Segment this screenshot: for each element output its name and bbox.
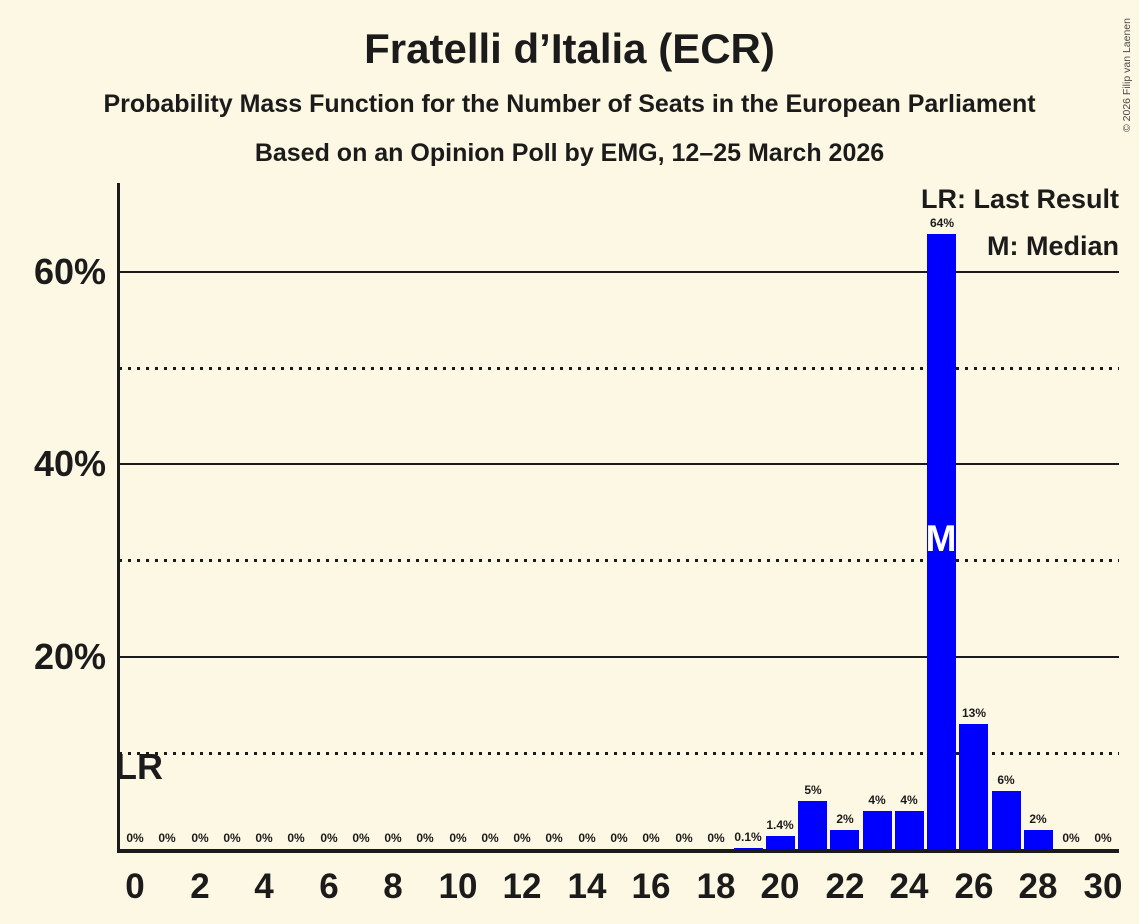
y-axis-label-20pct: 20%	[33, 636, 106, 677]
chart-title: Fratelli d’Italia (ECR)	[364, 25, 775, 72]
bar-value-label-seat-12: 0%	[513, 831, 531, 845]
gridline-20pct	[119, 656, 1119, 658]
x-axis-label-24: 24	[889, 867, 929, 906]
median-marker: M	[925, 518, 957, 559]
bar-seat-25	[927, 234, 956, 849]
x-axis-label-6: 6	[319, 867, 339, 906]
x-axis-label-16: 16	[631, 867, 671, 906]
bar-seat-20	[766, 836, 795, 849]
bar-value-label-seat-24: 4%	[900, 793, 918, 807]
bar-value-label-seat-6: 0%	[320, 831, 338, 845]
chart-subtitle: Probability Mass Function for the Number…	[103, 90, 1036, 118]
x-axis-label-18: 18	[696, 867, 736, 906]
y-axis-label-40pct: 40%	[33, 443, 106, 484]
x-axis-label-22: 22	[825, 867, 865, 906]
gridline-40pct	[119, 463, 1119, 465]
bar-value-label-seat-30: 0%	[1094, 831, 1112, 845]
bar-seat-23	[863, 811, 892, 849]
bar-value-label-seat-7: 0%	[352, 831, 370, 845]
gridline-dotted-50pct	[119, 367, 1119, 370]
bar-value-label-seat-11: 0%	[481, 831, 499, 845]
bar-value-label-seat-8: 0%	[384, 831, 402, 845]
x-axis-line	[117, 849, 1119, 853]
poll-info: Based on an Opinion Poll by EMG, 12–25 M…	[254, 139, 885, 167]
bar-value-label-seat-3: 0%	[223, 831, 241, 845]
bar-value-label-seat-1: 0%	[158, 831, 176, 845]
x-axis-label-20: 20	[760, 867, 800, 906]
bar-seat-28	[1024, 830, 1053, 849]
x-axis-label-2: 2	[190, 867, 210, 906]
gridline-60pct	[119, 271, 1119, 273]
x-axis-label-4: 4	[254, 867, 274, 906]
bar-value-label-seat-16: 0%	[642, 831, 660, 845]
bar-value-label-seat-5: 0%	[287, 831, 305, 845]
x-axis-label-28: 28	[1018, 867, 1058, 906]
legend-last-result: LR: Last Result	[920, 184, 1119, 214]
bar-seat-27	[992, 791, 1021, 849]
bar-value-label-seat-27: 6%	[997, 773, 1015, 787]
bar-value-label-seat-10: 0%	[449, 831, 467, 845]
bar-value-label-seat-14: 0%	[578, 831, 596, 845]
bar-value-label-seat-15: 0%	[610, 831, 628, 845]
x-axis-label-12: 12	[502, 867, 542, 906]
bar-value-label-seat-22: 2%	[836, 812, 854, 826]
bar-value-label-seat-9: 0%	[416, 831, 434, 845]
bar-value-label-seat-29: 0%	[1062, 831, 1080, 845]
x-axis-label-30: 30	[1083, 867, 1123, 906]
bar-value-label-seat-17: 0%	[675, 831, 693, 845]
bar-value-label-seat-25: 64%	[929, 216, 955, 230]
gridline-dotted-10pct	[119, 752, 1119, 755]
bar-seat-22	[830, 830, 859, 849]
y-axis-line	[117, 183, 120, 853]
bar-value-label-seat-21: 5%	[804, 783, 822, 797]
bar-value-label-seat-18: 0%	[707, 831, 725, 845]
x-axis-label-0: 0	[125, 867, 145, 906]
bar-value-label-seat-20: 1.4%	[766, 818, 794, 832]
bar-seat-24	[895, 811, 924, 849]
bar-value-label-seat-2: 0%	[191, 831, 209, 845]
bar-seat-26	[959, 724, 988, 849]
bar-value-label-seat-19: 0.1%	[734, 830, 762, 844]
bar-seat-21	[798, 801, 827, 849]
gridline-dotted-30pct	[119, 559, 1119, 562]
bar-value-label-seat-26: 13%	[961, 706, 987, 720]
y-axis-label-60pct: 60%	[33, 251, 106, 292]
bar-value-label-seat-13: 0%	[545, 831, 563, 845]
bar-value-label-seat-23: 4%	[868, 793, 886, 807]
bar-value-label-seat-0: 0%	[126, 831, 144, 845]
bar-seat-19	[734, 848, 763, 849]
last-result-marker: LR	[115, 746, 163, 787]
x-axis-label-14: 14	[567, 867, 607, 906]
legend-median: M: Median	[987, 231, 1119, 261]
x-axis-label-8: 8	[383, 867, 403, 906]
bar-value-label-seat-28: 2%	[1029, 812, 1047, 826]
x-axis-label-26: 26	[954, 867, 994, 906]
x-axis-label-10: 10	[438, 867, 478, 906]
bar-value-label-seat-4: 0%	[255, 831, 273, 845]
